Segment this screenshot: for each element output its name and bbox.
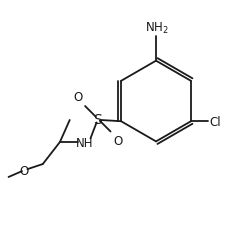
Text: O: O — [20, 164, 29, 177]
Text: S: S — [93, 112, 102, 126]
Text: NH: NH — [76, 136, 93, 149]
Text: NH$_2$: NH$_2$ — [145, 21, 169, 36]
Text: O: O — [73, 91, 82, 104]
Text: O: O — [113, 135, 123, 148]
Text: Cl: Cl — [210, 115, 221, 128]
